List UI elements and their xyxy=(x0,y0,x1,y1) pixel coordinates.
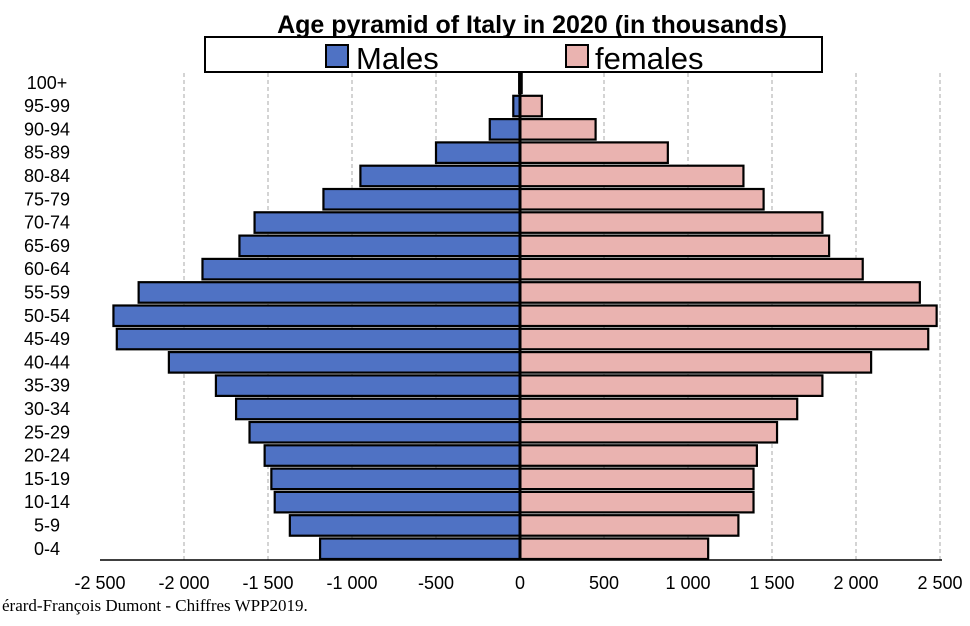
x-tick-label: -500 xyxy=(418,573,454,593)
male-bar-40-44 xyxy=(167,351,522,374)
female-bar-55-59 xyxy=(518,281,921,304)
male-bar-45-49 xyxy=(115,327,522,351)
age-group-label: 100+ xyxy=(27,73,68,93)
x-tick-label: 500 xyxy=(589,573,619,593)
age-group-label: 60-64 xyxy=(24,259,70,279)
female-bar-70-74 xyxy=(518,211,824,234)
bars-layer xyxy=(112,71,938,561)
male-bar-55-59 xyxy=(137,281,522,304)
age-group-label: 10-14 xyxy=(24,492,70,512)
age-group-label: 5-9 xyxy=(34,515,60,535)
x-tick-labels: -2 500 -2 000 -1 500 -1 000 -500 0 500 1 000 1 5… xyxy=(74,573,962,593)
x-tick-label: 0 xyxy=(515,573,525,593)
age-group-label: 80-84 xyxy=(24,166,70,186)
x-tick-label: 2 500 xyxy=(917,573,962,593)
female-bar-80-84 xyxy=(518,164,745,188)
male-bar-75-79 xyxy=(322,187,522,211)
male-bar-10-14 xyxy=(273,490,522,514)
age-group-label: 55-59 xyxy=(24,282,70,302)
female-bar-65-69 xyxy=(518,234,831,258)
male-bar-90-94 xyxy=(488,117,522,141)
age-group-label: 90-94 xyxy=(24,119,70,139)
male-bar-35-39 xyxy=(214,374,522,397)
male-bar-65-69 xyxy=(238,234,522,258)
male-bar-25-29 xyxy=(248,420,522,444)
female-bar-90-94 xyxy=(518,117,597,141)
male-bar-5-9 xyxy=(288,514,522,537)
chart-title: Age pyramid of Italy in 2020 (in thousan… xyxy=(277,11,787,39)
female-bar-95-99 xyxy=(518,94,543,118)
age-group-label: 0-4 xyxy=(34,539,60,559)
x-tick-label: 1 000 xyxy=(665,573,710,593)
female-bar-10-14 xyxy=(518,490,755,514)
legend-swatch-females xyxy=(565,44,589,68)
female-bar-75-79 xyxy=(518,187,765,211)
legend-swatch-males xyxy=(325,44,349,68)
female-bar-50-54 xyxy=(518,304,938,328)
age-group-label: 15-19 xyxy=(24,469,70,489)
age-group-label: 30-34 xyxy=(24,399,70,419)
age-group-label: 75-79 xyxy=(24,189,70,209)
male-bar-50-54 xyxy=(112,304,522,328)
age-group-label: 50-54 xyxy=(24,306,70,326)
legend-label-females: females xyxy=(595,41,704,76)
age-group-label: 20-24 xyxy=(24,446,70,466)
age-group-label: 40-44 xyxy=(24,352,70,372)
male-bar-20-24 xyxy=(263,444,522,467)
female-bar-15-19 xyxy=(518,467,755,491)
female-bar-85-89 xyxy=(518,141,669,164)
female-bar-5-9 xyxy=(518,514,740,537)
male-bar-0-4 xyxy=(318,537,522,561)
x-tick-label: -2 000 xyxy=(158,573,209,593)
female-bar-0-4 xyxy=(518,537,710,561)
female-bar-25-29 xyxy=(518,420,779,444)
x-tick-label: -1 000 xyxy=(326,573,377,593)
female-bar-35-39 xyxy=(518,374,824,397)
age-group-label: 95-99 xyxy=(24,96,70,116)
female-bar-30-34 xyxy=(518,397,799,421)
x-tick-label: -2 500 xyxy=(74,573,125,593)
male-bar-60-64 xyxy=(201,257,522,281)
y-category-labels: 0-4 5-9 10-14 15-19 20-24 25-29 30-34 35-39 40-4… xyxy=(24,73,70,559)
age-group-label: 45-49 xyxy=(24,329,70,349)
axis-layer xyxy=(100,73,942,561)
legend-box xyxy=(204,36,823,73)
age-group-label: 35-39 xyxy=(24,376,70,396)
age-group-label: 65-69 xyxy=(24,236,70,256)
legend-label-males: Males xyxy=(356,41,439,76)
male-bar-80-84 xyxy=(359,164,522,188)
male-bar-85-89 xyxy=(434,141,522,164)
x-tick-label: 1 500 xyxy=(749,573,794,593)
female-bar-40-44 xyxy=(518,351,873,374)
female-bar-45-49 xyxy=(518,327,930,351)
male-bar-30-34 xyxy=(234,397,522,421)
female-bar-60-64 xyxy=(518,257,864,281)
x-tick-label: -1 500 xyxy=(242,573,293,593)
age-group-label: 85-89 xyxy=(24,143,70,163)
age-group-label: 25-29 xyxy=(24,422,70,442)
source-note: érard-François Dumont - Chiffres WPP2019… xyxy=(2,596,308,615)
legend: Males females xyxy=(204,36,823,76)
female-bar-20-24 xyxy=(518,444,758,467)
age-group-label: 70-74 xyxy=(24,213,70,233)
male-bar-15-19 xyxy=(270,467,522,491)
x-tick-label: 2 000 xyxy=(833,573,878,593)
male-bar-70-74 xyxy=(253,211,522,234)
